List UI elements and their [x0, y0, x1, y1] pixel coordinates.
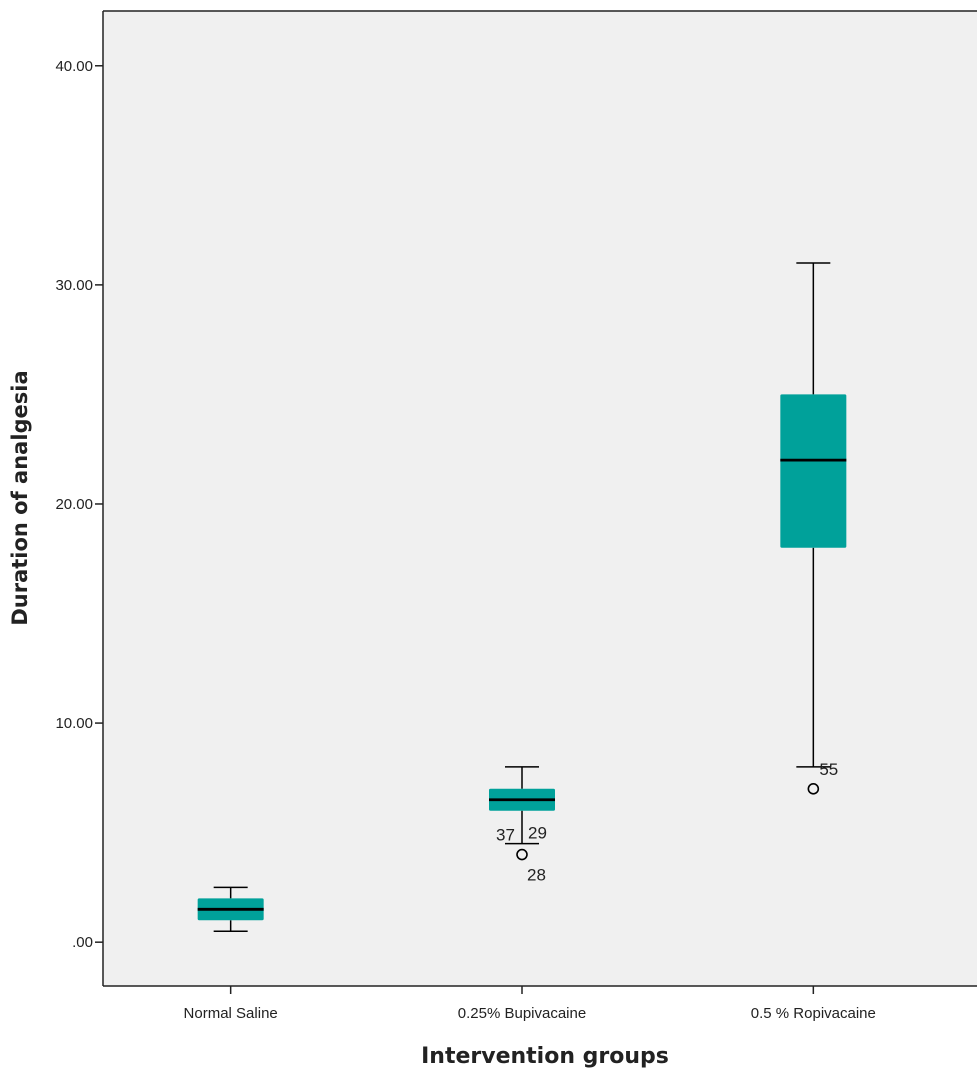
box-series: 37 29 28 55 — [197, 262, 847, 932]
x-tick-label: 0.25% Bupivacaine — [458, 1005, 586, 1022]
x-tick-label: Normal Saline — [184, 1005, 278, 1022]
x-axis-title: Intervention groups — [421, 1044, 669, 1069]
box-2: 37 29 28 — [489, 766, 555, 885]
outlier-label: 29 — [528, 824, 547, 843]
y-tick-label: 10.00 — [55, 715, 93, 732]
outlier-point — [807, 783, 820, 795]
outlier-label: 28 — [527, 866, 546, 885]
y-tick-label: .00 — [72, 934, 93, 951]
x-axis: Normal Saline 0.25% Bupivacaine 0.5 % Ropi… — [103, 985, 977, 1022]
y-tick-label: 30.00 — [55, 277, 93, 294]
box-1 — [197, 886, 264, 932]
x-tick-label: 0.5 % Ropivacaine — [751, 1005, 876, 1022]
box-iqr — [780, 394, 847, 548]
y-axis: .00 10.00 20.00 30.00 40.00 — [55, 10, 977, 986]
outlier-label: 55 — [819, 760, 838, 779]
outlier-label: 37 — [496, 826, 515, 845]
outlier-point — [516, 848, 528, 861]
y-axis-title: Duration of analgesia — [8, 370, 32, 625]
y-tick-label: 20.00 — [55, 496, 93, 513]
box-3: 55 — [780, 262, 847, 795]
y-tick-label: 40.00 — [55, 58, 93, 75]
